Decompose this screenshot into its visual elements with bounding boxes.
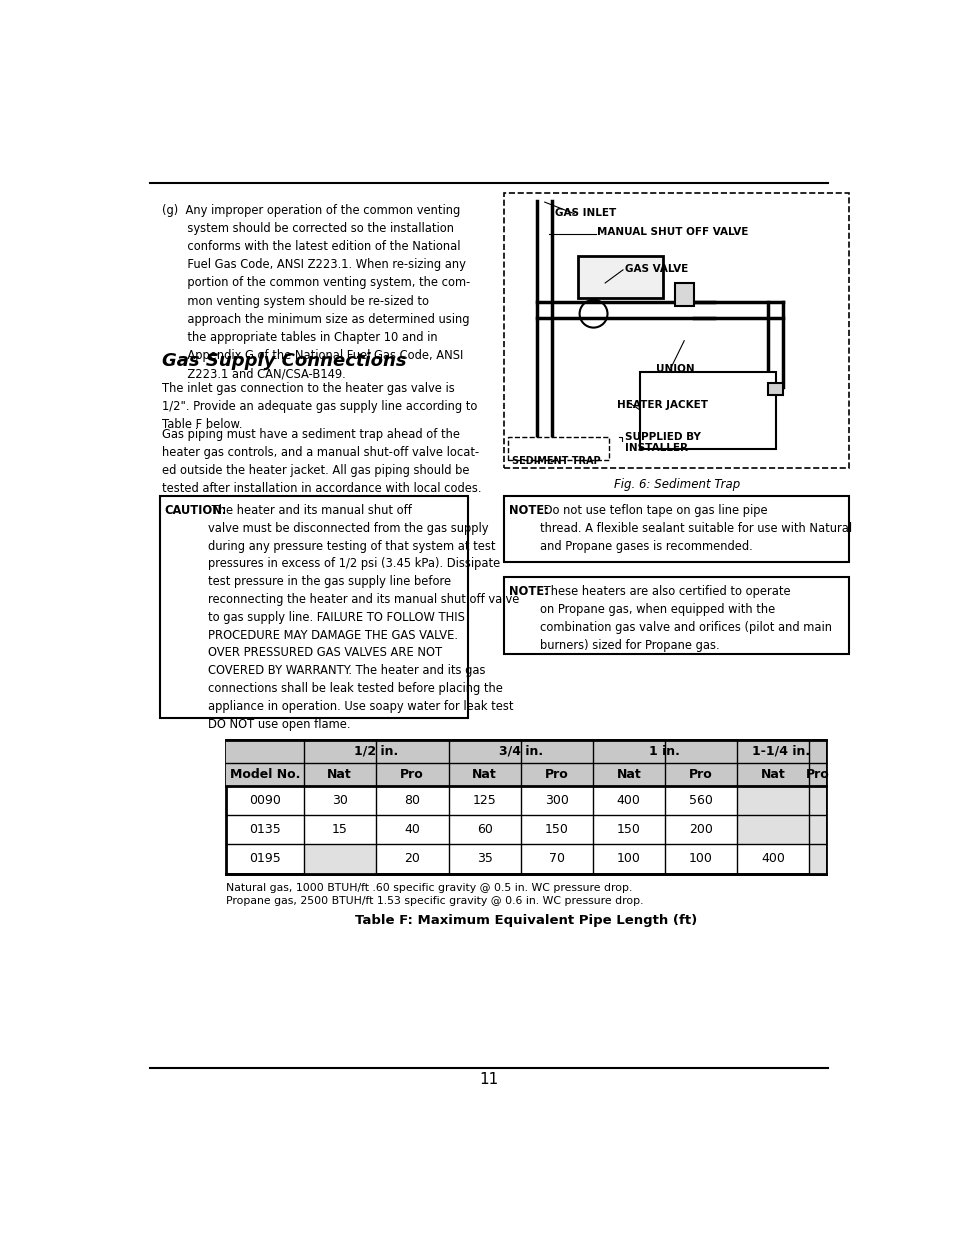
Bar — [736, 815, 808, 845]
Bar — [508, 437, 608, 461]
Text: 1 in.: 1 in. — [649, 745, 679, 757]
Bar — [808, 845, 825, 873]
Text: 200: 200 — [688, 824, 712, 836]
Text: Model No.: Model No. — [230, 768, 300, 781]
Text: 125: 125 — [473, 794, 496, 806]
Text: Pro: Pro — [804, 768, 828, 781]
Text: NOTE:: NOTE: — [509, 585, 548, 598]
Bar — [808, 815, 825, 845]
Text: Gas Supply Connections: Gas Supply Connections — [162, 352, 406, 370]
Text: 80: 80 — [404, 794, 419, 806]
Text: 20: 20 — [404, 852, 419, 866]
Text: SUPPLIED BY: SUPPLIED BY — [624, 431, 700, 442]
Text: 300: 300 — [544, 794, 568, 806]
Text: GAS INLET: GAS INLET — [555, 209, 616, 219]
Text: Propane gas, 2500 BTUH/ft 1.53 specific gravity @ 0.6 in. WC pressure drop.: Propane gas, 2500 BTUH/ft 1.53 specific … — [226, 895, 643, 905]
Text: Fig. 6: Sediment Trap: Fig. 6: Sediment Trap — [613, 478, 740, 490]
Text: Table F: Maximum Equivalent Pipe Length (ft): Table F: Maximum Equivalent Pipe Length … — [355, 914, 697, 926]
Text: Nat: Nat — [616, 768, 640, 781]
Text: The heater and its manual shut off
valve must be disconnected from the gas suppl: The heater and its manual shut off valve… — [208, 504, 519, 731]
Bar — [736, 785, 808, 815]
Text: 70: 70 — [548, 852, 564, 866]
Text: 35: 35 — [476, 852, 492, 866]
Text: Natural gas, 1000 BTUH/ft .60 specific gravity @ 0.5 in. WC pressure drop.: Natural gas, 1000 BTUH/ft .60 specific g… — [226, 883, 632, 893]
Text: Do not use teflon tape on gas line pipe
thread. A flexible sealant suitable for : Do not use teflon tape on gas line pipe … — [539, 504, 851, 553]
Text: 400: 400 — [617, 794, 640, 806]
Text: 0090: 0090 — [249, 794, 280, 806]
Text: 150: 150 — [617, 824, 640, 836]
Text: 1/2 in.: 1/2 in. — [354, 745, 397, 757]
Text: 100: 100 — [688, 852, 712, 866]
Bar — [226, 740, 825, 873]
Text: 150: 150 — [544, 824, 568, 836]
Text: INSTALLER: INSTALLER — [624, 443, 687, 453]
Text: Nat: Nat — [327, 768, 352, 781]
Text: 30: 30 — [332, 794, 347, 806]
Bar — [504, 193, 848, 468]
Text: SEDIMENT TRAP: SEDIMENT TRAP — [512, 456, 600, 466]
Text: 40: 40 — [404, 824, 419, 836]
Text: 0195: 0195 — [249, 852, 280, 866]
Text: 11: 11 — [478, 1072, 498, 1087]
Text: 400: 400 — [760, 852, 784, 866]
Bar — [578, 256, 662, 299]
Bar — [303, 845, 375, 873]
Text: 0135: 0135 — [249, 824, 280, 836]
Text: 60: 60 — [476, 824, 492, 836]
Text: 15: 15 — [332, 824, 347, 836]
Text: NOTE:: NOTE: — [509, 504, 548, 517]
Bar — [808, 785, 825, 815]
Text: 560: 560 — [688, 794, 712, 806]
Text: 1-1/4 in.: 1-1/4 in. — [752, 745, 810, 757]
Text: 3/4 in.: 3/4 in. — [498, 745, 542, 757]
Text: Nat: Nat — [472, 768, 497, 781]
Text: (g)  Any improper operation of the common venting
       system should be correc: (g) Any improper operation of the common… — [162, 204, 470, 380]
Bar — [226, 763, 825, 785]
Text: Gas piping must have a sediment trap ahead of the
heater gas controls, and a man: Gas piping must have a sediment trap ahe… — [162, 427, 481, 495]
Text: UNION: UNION — [655, 364, 694, 374]
Text: 100: 100 — [617, 852, 640, 866]
Text: GAS VALVE: GAS VALVE — [624, 264, 687, 274]
Bar — [226, 740, 825, 763]
Text: Nat: Nat — [760, 768, 784, 781]
Text: Pro: Pro — [400, 768, 424, 781]
Text: The inlet gas connection to the heater gas valve is
1/2". Provide an adequate ga: The inlet gas connection to the heater g… — [162, 382, 476, 431]
Text: Pro: Pro — [544, 768, 568, 781]
Text: Pro: Pro — [688, 768, 712, 781]
Text: MANUAL SHUT OFF VALVE: MANUAL SHUT OFF VALVE — [597, 227, 748, 237]
Bar — [639, 372, 775, 448]
Bar — [674, 283, 694, 306]
Bar — [159, 496, 468, 718]
Bar — [504, 496, 848, 562]
Bar — [767, 383, 782, 395]
Text: HEATER JACKET: HEATER JACKET — [617, 400, 707, 410]
Text: CAUTION:: CAUTION: — [164, 504, 227, 517]
Text: These heaters are also certified to operate
on Propane gas, when equipped with t: These heaters are also certified to oper… — [539, 585, 831, 652]
Bar — [504, 577, 848, 655]
